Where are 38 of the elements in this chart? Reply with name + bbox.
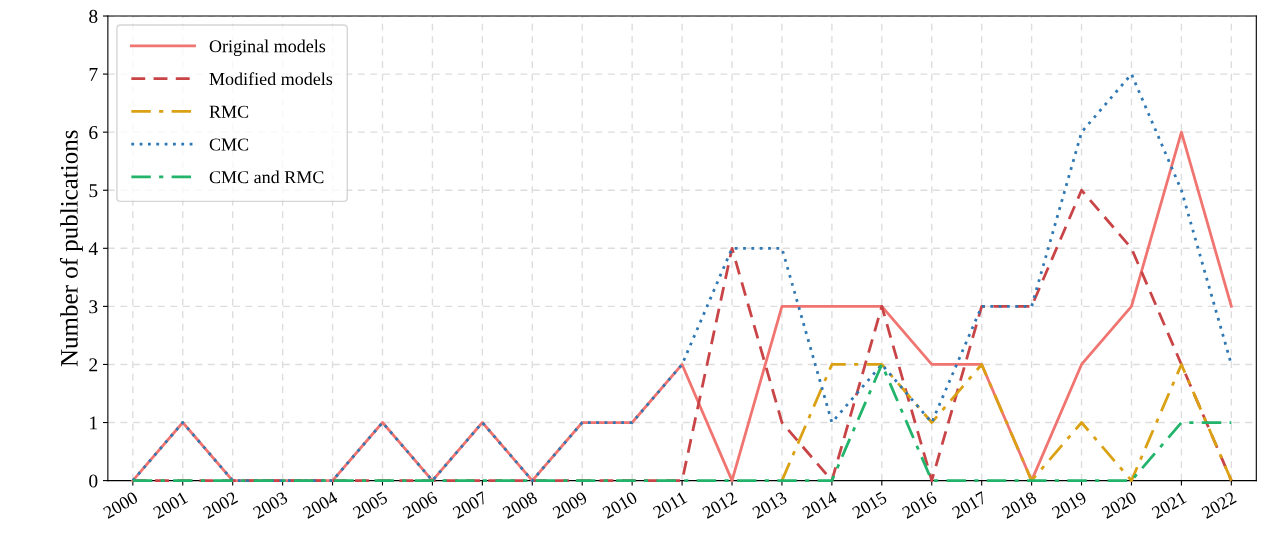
x-tick-label: 2015	[851, 491, 888, 519]
y-tick-label: 5	[89, 184, 98, 198]
x-tick-label: 2019	[1051, 491, 1088, 519]
y-axis-title: Number of publications	[59, 130, 83, 367]
x-tick-label: 2008	[501, 491, 539, 519]
x-tick-label: 2006	[402, 491, 439, 519]
y-tick-label: 3	[89, 300, 98, 314]
x-tick-label: 2011	[652, 491, 688, 519]
legend-label: Original models	[209, 39, 326, 57]
y-tick-label: 7	[89, 68, 98, 81]
legend-label: Modified models	[209, 72, 333, 86]
x-tick-label: 2014	[801, 490, 838, 519]
x-tick-label: 2001	[152, 491, 189, 519]
y-tick-label: 4	[88, 242, 98, 256]
x-tick-label: 2022	[1201, 491, 1237, 519]
x-tick-label: 2009	[551, 491, 588, 519]
y-tick-label: 1	[90, 416, 97, 430]
x-tick-label: 2007	[452, 491, 489, 519]
legend-label: CMC	[209, 138, 249, 151]
x-tick-label: 2017	[951, 491, 988, 519]
x-tick-label: 2021	[1151, 491, 1187, 519]
x-tick-label: 2004	[302, 490, 339, 519]
x-tick-label: 2000	[102, 491, 139, 519]
y-tick-label: 0	[89, 474, 98, 488]
y-tick-label: 2	[89, 358, 98, 372]
legend-label: RMC	[209, 105, 249, 118]
x-tick-label: 2005	[352, 491, 389, 519]
y-tick-label: 6	[89, 126, 98, 140]
y-tick-label: 8	[89, 9, 98, 23]
legend-label: CMC and RMC	[209, 170, 324, 184]
x-tick-label: 2016	[901, 491, 938, 519]
x-tick-label: 2018	[1001, 491, 1038, 519]
x-tick-label: 2020	[1101, 491, 1138, 519]
x-tick-label: 2013	[751, 491, 788, 519]
x-tick-label: 2003	[252, 491, 289, 519]
x-tick-label: 2010	[601, 491, 638, 519]
x-tick-label: 2002	[202, 491, 239, 519]
x-tick-label: 2012	[701, 491, 738, 519]
